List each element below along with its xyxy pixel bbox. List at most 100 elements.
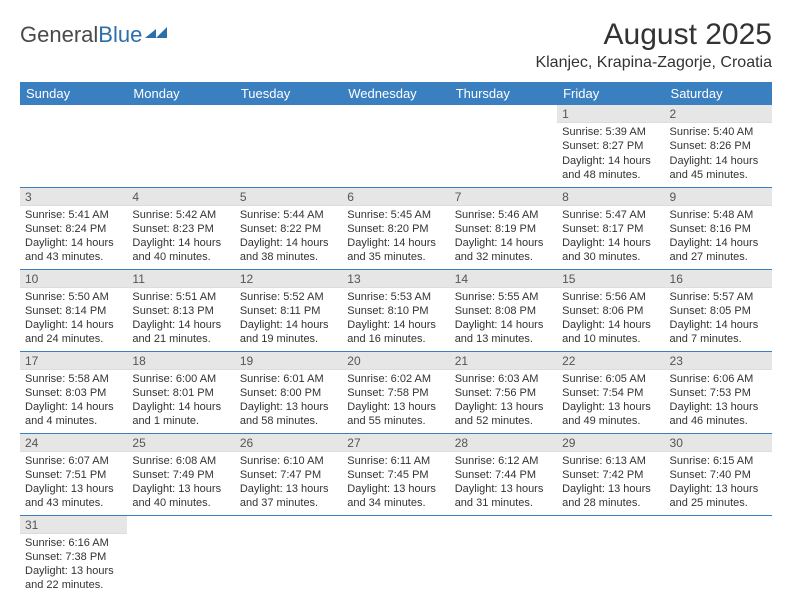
calendar-cell: 11Sunrise: 5:51 AMSunset: 8:13 PMDayligh… [127, 269, 234, 351]
calendar-cell: 29Sunrise: 6:13 AMSunset: 7:42 PMDayligh… [557, 433, 664, 515]
day-details: Sunrise: 6:11 AMSunset: 7:45 PMDaylight:… [342, 452, 449, 514]
day-line: Sunset: 7:47 PM [240, 468, 337, 482]
day-line: Daylight: 14 hours [562, 154, 659, 168]
day-line: and 31 minutes. [455, 496, 552, 510]
day-line: Sunrise: 5:45 AM [347, 208, 444, 222]
weekday-header: Monday [127, 82, 234, 105]
day-line: Sunrise: 6:13 AM [562, 454, 659, 468]
day-line: Sunset: 8:19 PM [455, 222, 552, 236]
day-number: 27 [342, 434, 449, 452]
calendar-cell [557, 515, 664, 597]
day-line: and 34 minutes. [347, 496, 444, 510]
day-line: Sunset: 8:00 PM [240, 386, 337, 400]
day-line: Daylight: 14 hours [670, 154, 767, 168]
day-line: Sunrise: 5:39 AM [562, 125, 659, 139]
weekday-header: Wednesday [342, 82, 449, 105]
day-line: Sunrise: 5:51 AM [132, 290, 229, 304]
day-line: Sunset: 8:16 PM [670, 222, 767, 236]
day-details: Sunrise: 5:50 AMSunset: 8:14 PMDaylight:… [20, 288, 127, 350]
calendar-cell [235, 105, 342, 187]
day-line: Sunset: 8:11 PM [240, 304, 337, 318]
day-number: 8 [557, 188, 664, 206]
day-line: and 21 minutes. [132, 332, 229, 346]
day-line: and 40 minutes. [132, 496, 229, 510]
day-details: Sunrise: 5:45 AMSunset: 8:20 PMDaylight:… [342, 206, 449, 268]
day-line: Sunset: 7:49 PM [132, 468, 229, 482]
day-number: 14 [450, 270, 557, 288]
day-line: Daylight: 14 hours [25, 400, 122, 414]
calendar-cell: 27Sunrise: 6:11 AMSunset: 7:45 PMDayligh… [342, 433, 449, 515]
day-line: and 55 minutes. [347, 414, 444, 428]
calendar-table: SundayMondayTuesdayWednesdayThursdayFrid… [20, 82, 772, 597]
day-line: Daylight: 14 hours [240, 236, 337, 250]
day-details: Sunrise: 5:40 AMSunset: 8:26 PMDaylight:… [665, 123, 772, 185]
day-line: Sunset: 7:54 PM [562, 386, 659, 400]
flag-icon [144, 24, 170, 47]
day-line: Sunset: 8:23 PM [132, 222, 229, 236]
day-number: 22 [557, 352, 664, 370]
day-line: Sunset: 8:22 PM [240, 222, 337, 236]
day-line: and 43 minutes. [25, 250, 122, 264]
header: GeneralBlue August 2025 Klanjec, Krapina… [20, 18, 772, 72]
day-number: 29 [557, 434, 664, 452]
day-line: Sunrise: 6:01 AM [240, 372, 337, 386]
day-number: 3 [20, 188, 127, 206]
calendar-cell [665, 515, 772, 597]
day-line: and 45 minutes. [670, 168, 767, 182]
day-line: Sunrise: 6:08 AM [132, 454, 229, 468]
day-line: Sunset: 8:08 PM [455, 304, 552, 318]
calendar-cell: 24Sunrise: 6:07 AMSunset: 7:51 PMDayligh… [20, 433, 127, 515]
day-details: Sunrise: 5:48 AMSunset: 8:16 PMDaylight:… [665, 206, 772, 268]
day-line: Sunset: 7:58 PM [347, 386, 444, 400]
day-details: Sunrise: 5:58 AMSunset: 8:03 PMDaylight:… [20, 370, 127, 432]
calendar-cell: 16Sunrise: 5:57 AMSunset: 8:05 PMDayligh… [665, 269, 772, 351]
day-line: Daylight: 14 hours [347, 318, 444, 332]
day-line: Sunrise: 6:03 AM [455, 372, 552, 386]
calendar-cell: 5Sunrise: 5:44 AMSunset: 8:22 PMDaylight… [235, 187, 342, 269]
weekday-header: Tuesday [235, 82, 342, 105]
day-line: Sunset: 7:56 PM [455, 386, 552, 400]
calendar-week-row: 3Sunrise: 5:41 AMSunset: 8:24 PMDaylight… [20, 187, 772, 269]
day-details: Sunrise: 6:06 AMSunset: 7:53 PMDaylight:… [665, 370, 772, 432]
day-line: Daylight: 13 hours [455, 482, 552, 496]
calendar-cell [450, 105, 557, 187]
day-details: Sunrise: 5:51 AMSunset: 8:13 PMDaylight:… [127, 288, 234, 350]
calendar-cell: 2Sunrise: 5:40 AMSunset: 8:26 PMDaylight… [665, 105, 772, 187]
day-line: and 4 minutes. [25, 414, 122, 428]
day-number: 24 [20, 434, 127, 452]
day-details: Sunrise: 6:02 AMSunset: 7:58 PMDaylight:… [342, 370, 449, 432]
day-line: Sunrise: 6:00 AM [132, 372, 229, 386]
day-line: Daylight: 14 hours [240, 318, 337, 332]
day-details: Sunrise: 6:10 AMSunset: 7:47 PMDaylight:… [235, 452, 342, 514]
day-number: 12 [235, 270, 342, 288]
day-line: Sunrise: 5:58 AM [25, 372, 122, 386]
day-line: Sunset: 7:53 PM [670, 386, 767, 400]
day-line: Sunset: 8:03 PM [25, 386, 122, 400]
day-line: and 38 minutes. [240, 250, 337, 264]
day-details: Sunrise: 6:01 AMSunset: 8:00 PMDaylight:… [235, 370, 342, 432]
day-line: and 52 minutes. [455, 414, 552, 428]
day-details: Sunrise: 5:56 AMSunset: 8:06 PMDaylight:… [557, 288, 664, 350]
calendar-cell [450, 515, 557, 597]
day-line: and 49 minutes. [562, 414, 659, 428]
calendar-cell: 8Sunrise: 5:47 AMSunset: 8:17 PMDaylight… [557, 187, 664, 269]
day-line: Sunset: 8:10 PM [347, 304, 444, 318]
day-line: Daylight: 13 hours [240, 400, 337, 414]
logo-text-blue: Blue [98, 22, 142, 48]
day-line: Sunrise: 5:57 AM [670, 290, 767, 304]
weekday-header: Friday [557, 82, 664, 105]
day-line: Sunrise: 5:50 AM [25, 290, 122, 304]
day-line: Sunset: 8:14 PM [25, 304, 122, 318]
logo-text-general: General [20, 22, 98, 48]
day-line: Sunrise: 5:41 AM [25, 208, 122, 222]
day-number: 10 [20, 270, 127, 288]
logo: GeneralBlue [20, 18, 170, 48]
day-line: Daylight: 14 hours [132, 318, 229, 332]
day-line: Daylight: 14 hours [132, 400, 229, 414]
day-line: Daylight: 14 hours [25, 318, 122, 332]
day-line: and 35 minutes. [347, 250, 444, 264]
title-block: August 2025 Klanjec, Krapina-Zagorje, Cr… [535, 18, 772, 72]
calendar-cell [127, 515, 234, 597]
day-details: Sunrise: 6:03 AMSunset: 7:56 PMDaylight:… [450, 370, 557, 432]
day-details: Sunrise: 5:47 AMSunset: 8:17 PMDaylight:… [557, 206, 664, 268]
